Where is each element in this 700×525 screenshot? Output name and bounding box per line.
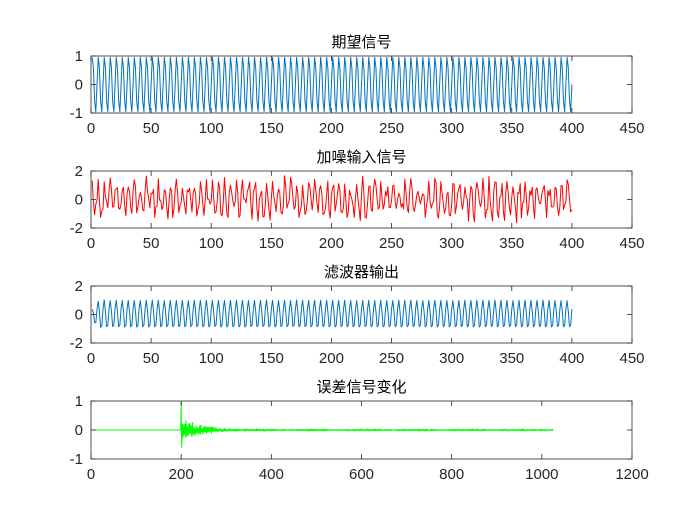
desired-signal-x-tick-label: 50: [143, 120, 160, 137]
desired-signal-series-line: [91, 56, 573, 113]
noisy-input-signal-y-tick-label: 2: [75, 163, 83, 180]
error-signal-x-tick-label: 200: [169, 466, 194, 483]
noisy-input-signal-x-tick-label: 400: [559, 235, 584, 252]
filter-output-x-tick-label: 250: [379, 350, 404, 367]
filter-output-y-tick-label: 0: [75, 307, 83, 324]
desired-signal-title: 期望信号: [331, 33, 391, 51]
noisy-input-signal-x-tick-label: 50: [143, 235, 160, 252]
error-signal-x-tick-label: 400: [259, 466, 284, 483]
filter-output-x-tick-label: 400: [559, 350, 584, 367]
noisy-input-signal-x-tick-label: 100: [199, 235, 224, 252]
filter-output-y-tick-label: 2: [75, 278, 83, 295]
filter-output-x-tick-label: 450: [619, 350, 644, 367]
noisy-input-signal-x-tick-label: 450: [619, 235, 644, 252]
error-signal-series-line: [91, 400, 554, 448]
error-signal-x-tick-label: 1000: [525, 466, 558, 483]
noisy-input-signal-series-line: [91, 175, 573, 224]
noisy-input-signal-x-tick-label: 200: [319, 235, 344, 252]
error-signal-title: 误差信号变化: [316, 378, 406, 396]
desired-signal-x-tick-label: 300: [439, 120, 464, 137]
desired-signal-x-tick-label: 400: [559, 120, 584, 137]
error-signal-x-tick-label: 600: [349, 466, 374, 483]
noisy-input-signal-x-tick-label: 150: [259, 235, 284, 252]
filter-output-x-tick-label: 300: [439, 350, 464, 367]
noisy-input-signal-y-tick-label: 0: [75, 192, 83, 209]
desired-signal-x-tick-label: 250: [379, 120, 404, 137]
desired-signal-x-tick-label: 150: [259, 120, 284, 137]
error-signal-y-tick-label: -1: [70, 451, 83, 468]
noisy-input-signal-x-tick-label: 250: [379, 235, 404, 252]
noisy-input-signal-x-tick-label: 300: [439, 235, 464, 252]
error-signal-x-tick-label: 1200: [615, 466, 648, 483]
desired-signal-x-tick-label: 450: [619, 120, 644, 137]
desired-signal-y-tick-label: -1: [70, 105, 83, 122]
noisy-input-signal-y-tick-label: -2: [70, 220, 83, 237]
filter-output-x-tick-label: 350: [499, 350, 524, 367]
filter-output-y-tick-label: -2: [70, 335, 83, 352]
noisy-input-signal-x-tick-label: 350: [499, 235, 524, 252]
noisy-input-signal-title: 加噪输入信号: [316, 148, 406, 166]
filter-output-title: 滤波器输出: [324, 263, 399, 281]
filter-output-x-tick-label: 100: [199, 350, 224, 367]
desired-signal-x-tick-label: 0: [87, 120, 95, 137]
error-signal-y-tick-label: 1: [75, 393, 83, 410]
filter-output-x-tick-label: 50: [143, 350, 160, 367]
noisy-input-signal-x-tick-label: 0: [87, 235, 95, 252]
filter-output-x-tick-label: 0: [87, 350, 95, 367]
filter-output-series-line: [91, 299, 573, 328]
desired-signal-y-tick-label: 0: [75, 77, 83, 94]
desired-signal-y-tick-label: 1: [75, 48, 83, 65]
desired-signal-x-tick-label: 100: [199, 120, 224, 137]
desired-signal-x-tick-label: 350: [499, 120, 524, 137]
error-signal-y-tick-label: 0: [75, 422, 83, 439]
filter-output-x-tick-label: 150: [259, 350, 284, 367]
error-signal-x-tick-label: 0: [87, 466, 95, 483]
desired-signal-x-tick-label: 200: [319, 120, 344, 137]
filter-output-x-tick-label: 200: [319, 350, 344, 367]
error-signal-x-tick-label: 800: [439, 466, 464, 483]
